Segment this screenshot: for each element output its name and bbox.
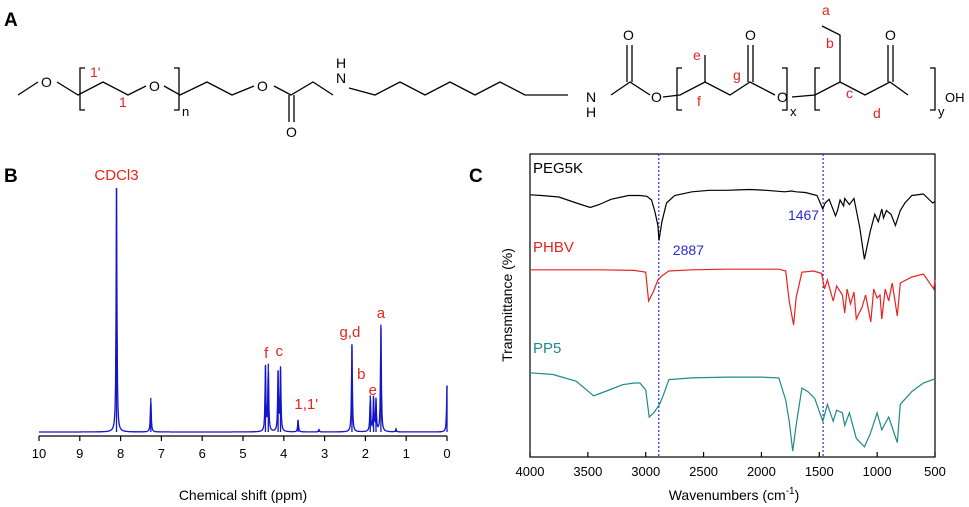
panel-label-c: C bbox=[469, 166, 483, 187]
ftir-reference-label: 2887 bbox=[673, 242, 704, 258]
atom-n2: N bbox=[586, 89, 596, 105]
nmr-tick-label: 4 bbox=[280, 446, 287, 461]
ftir-tick-label: 4000 bbox=[516, 464, 545, 479]
subscript-x: x bbox=[790, 104, 797, 119]
atom-h2: H bbox=[586, 104, 596, 120]
label-g: g bbox=[733, 67, 741, 83]
nmr-tick-label: 0 bbox=[443, 446, 450, 461]
ftir-tick-label: 1500 bbox=[805, 464, 834, 479]
ftir-series-line bbox=[530, 268, 936, 326]
nmr-spectrum-line bbox=[39, 188, 448, 433]
ftir-series-line bbox=[529, 372, 936, 452]
label-d: d bbox=[873, 105, 881, 121]
nmr-peak-annotation: 1,1' bbox=[294, 396, 318, 413]
label-b: b bbox=[826, 35, 834, 51]
panel-label-b: B bbox=[4, 166, 18, 187]
nmr-x-axis-label: Chemical shift (ppm) bbox=[179, 487, 307, 503]
nmr-tick-label: 8 bbox=[117, 446, 124, 461]
nmr-tick-label: 2 bbox=[362, 446, 369, 461]
atom-n1: N bbox=[336, 70, 346, 86]
structure-bonds bbox=[17, 25, 936, 122]
chemical-structure: A bbox=[4, 2, 965, 140]
atom-o-carbonyl-3: O bbox=[745, 27, 756, 43]
nmr-tick-label: 9 bbox=[76, 446, 83, 461]
atom-o-carbonyl-1: O bbox=[286, 124, 297, 140]
atom-oh: OH bbox=[945, 90, 965, 105]
ftir-panel: C 4000 3500 3000 2500 2000 1500 1000 500 2887 14… bbox=[469, 153, 946, 503]
nmr-tick-label: 7 bbox=[158, 446, 165, 461]
ftir-x-axis-label: Wavenumbers (cm-1) bbox=[669, 486, 800, 503]
subscript-n: n bbox=[182, 104, 189, 119]
nmr-tick-label: 5 bbox=[239, 446, 246, 461]
ftir-y-axis-label: Transmittance (%) bbox=[499, 248, 515, 362]
ftir-tick-label: 3500 bbox=[573, 464, 602, 479]
nmr-tick-label: 1 bbox=[403, 446, 410, 461]
label-1: 1 bbox=[119, 94, 127, 110]
label-f: f bbox=[697, 93, 701, 109]
ftir-ticks: 4000 3500 3000 2500 2000 1500 1000 500 bbox=[516, 452, 946, 479]
atom-o1: O bbox=[41, 74, 52, 90]
nmr-peak-annotation: g,d bbox=[339, 324, 360, 341]
structure-atoms: O O O O H N N H O O O O O OH n x y bbox=[41, 27, 965, 140]
nmr-peak-annotation: f bbox=[264, 345, 269, 362]
atom-o2: O bbox=[149, 78, 160, 94]
nmr-tick-label: 3 bbox=[321, 446, 328, 461]
atom-o5: O bbox=[777, 89, 788, 105]
structure-labels: 1' 1 e f g a b c d bbox=[90, 2, 881, 121]
ftir-tick-label: 500 bbox=[924, 464, 946, 479]
subscript-y: y bbox=[938, 104, 945, 119]
ftir-reference-label: 1467 bbox=[788, 207, 819, 223]
nmr-tick-label: 6 bbox=[199, 446, 206, 461]
nmr-annotations: CDCl3 f c 1,1' g,d be a bbox=[94, 167, 448, 432]
atom-o3: O bbox=[257, 78, 268, 94]
ftir-series-label: PP5 bbox=[533, 340, 561, 357]
ftir-series-label: PHBV bbox=[533, 239, 574, 256]
panel-label-a: A bbox=[4, 10, 18, 31]
atom-o4: O bbox=[651, 89, 662, 105]
atom-h1: H bbox=[336, 55, 346, 71]
nmr-peak-annotation: c bbox=[276, 343, 284, 360]
ftir-plot-frame bbox=[529, 153, 936, 458]
atom-o-carbonyl-4: O bbox=[885, 27, 896, 43]
label-e: e bbox=[693, 47, 701, 63]
ftir-tick-label: 2000 bbox=[747, 464, 776, 479]
atom-o-carbonyl-2: O bbox=[623, 27, 634, 43]
nmr-peak-annotation: b bbox=[357, 366, 365, 383]
nmr-peak-annotation: CDCl3 bbox=[94, 167, 138, 184]
nmr-peak-annotation: a bbox=[377, 305, 386, 322]
ftir-series-line bbox=[529, 188, 936, 260]
ftir-series: PEG5K PHBV PP5 bbox=[529, 160, 936, 452]
label-1-prime: 1' bbox=[90, 64, 100, 80]
ftir-series-label: PEG5K bbox=[533, 160, 583, 177]
label-c: c bbox=[846, 85, 853, 101]
ftir-x-axis-label-sup: -1 bbox=[786, 486, 795, 497]
nmr-tick-label: 10 bbox=[32, 446, 46, 461]
nmr-ticks: 10 9 8 7 6 5 4 3 2 1 0 bbox=[32, 436, 451, 461]
ftir-tick-label: 3000 bbox=[631, 464, 660, 479]
ftir-tick-label: 2500 bbox=[689, 464, 718, 479]
ftir-tick-label: 1000 bbox=[863, 464, 892, 479]
nmr-peak-annotation: e bbox=[369, 382, 377, 399]
label-a: a bbox=[822, 2, 830, 18]
